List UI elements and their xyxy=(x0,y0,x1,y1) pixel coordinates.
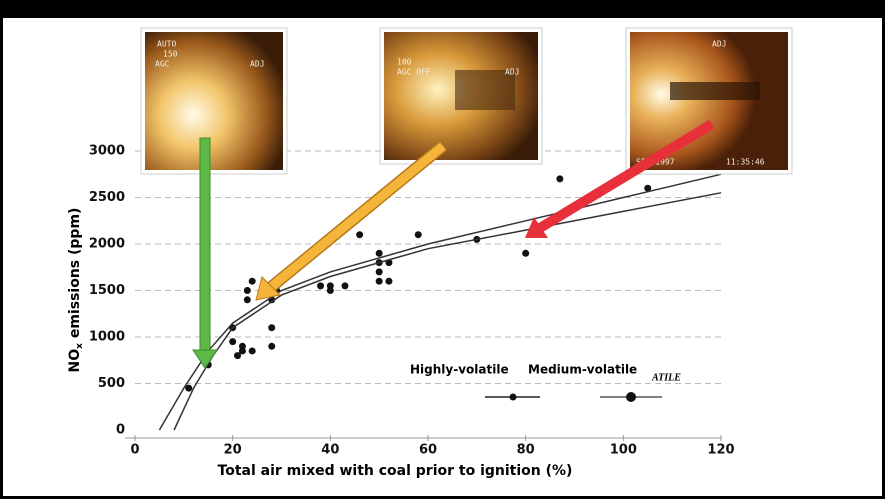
legend-label: ATILE xyxy=(651,372,681,383)
photo: ADJ SEP 1997 11:35:46 xyxy=(626,28,792,174)
point xyxy=(356,231,363,238)
x-tick-label: 80 xyxy=(517,443,535,458)
photo-label: 100 xyxy=(397,58,412,67)
point xyxy=(268,324,275,331)
photo-label: ADJ xyxy=(250,60,264,69)
point xyxy=(327,282,334,289)
point xyxy=(376,268,383,275)
y-tick-label: 0 xyxy=(116,423,125,438)
legend-label: Medium-volatile xyxy=(528,363,637,377)
y-tick-label: 2500 xyxy=(89,190,125,205)
x-tick-label: 120 xyxy=(707,443,734,458)
point xyxy=(268,343,275,350)
photo: 100 AGC OFF ADJ xyxy=(380,28,542,164)
photo-label: ADJ xyxy=(712,40,726,49)
photo-label: AUTO xyxy=(157,40,176,49)
point xyxy=(244,287,251,294)
point xyxy=(249,347,256,354)
point xyxy=(244,296,251,303)
point xyxy=(239,343,246,350)
x-tick-label: 100 xyxy=(610,443,637,458)
photo-label: AGC xyxy=(155,60,170,69)
y-tick-label: 500 xyxy=(98,376,125,391)
y-tick-label: 1500 xyxy=(89,283,125,298)
point xyxy=(385,278,392,285)
point xyxy=(376,250,383,257)
y-label-part: emissions (ppm) xyxy=(67,208,83,343)
page: 050010001500200025003000020406080100120 … xyxy=(0,0,885,499)
x-tick-label: 40 xyxy=(321,443,339,458)
y-tick-label: 3000 xyxy=(89,144,125,159)
x-tick-label: 0 xyxy=(130,443,139,458)
x-tick-label: 60 xyxy=(419,443,437,458)
point xyxy=(522,250,529,257)
point xyxy=(317,282,324,289)
point xyxy=(341,282,348,289)
y-tick-label: 1000 xyxy=(89,330,125,345)
x-axis-label: Total air mixed with coal prior to ignit… xyxy=(218,463,573,479)
point xyxy=(415,231,422,238)
y-label-part: NO xyxy=(67,349,83,373)
point xyxy=(229,338,236,345)
photo-label: 150 xyxy=(163,50,178,59)
photo: AUTO 150 AGC ADJ xyxy=(141,28,287,174)
y-tick-label: 2000 xyxy=(89,237,125,252)
chart: 050010001500200025003000020406080100120 … xyxy=(0,0,885,499)
photo-label: AGC OFF xyxy=(397,68,431,77)
legend-label: Highly-volatile xyxy=(410,363,509,377)
photo-label: ADJ xyxy=(505,68,519,77)
point xyxy=(249,278,256,285)
point xyxy=(556,175,563,182)
point xyxy=(376,278,383,285)
x-tick-label: 20 xyxy=(224,443,242,458)
photo-label: 11:35:46 xyxy=(726,158,765,167)
